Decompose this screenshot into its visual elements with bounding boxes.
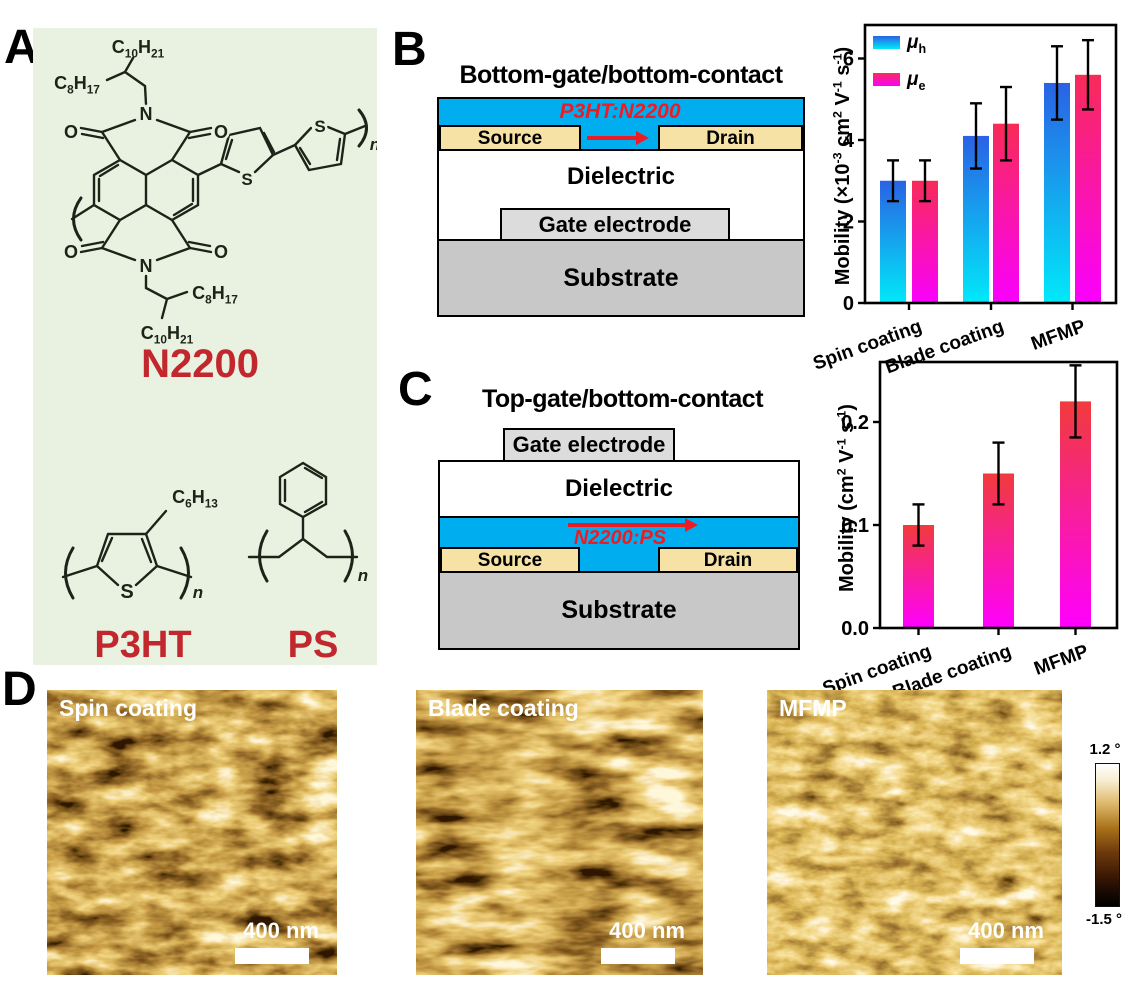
panel-c-title: Top-gate/bottom-contact	[481, 385, 764, 413]
bar	[1075, 74, 1101, 303]
category-label: MFMP	[1028, 316, 1088, 355]
chart-c-y-axis-label: Mobility (cm2 V-1 s-1)	[834, 404, 858, 592]
bgbc-device-schematic: Dielectric Gate electrode Substrate Sour…	[437, 97, 805, 317]
scale-bar-label: 400 nm	[609, 918, 685, 943]
scale-bar	[235, 948, 309, 964]
colorbar-min-label: -1.5 °	[1085, 911, 1122, 928]
drain-electrode: Drain	[658, 125, 803, 151]
oxygen-atom: O	[64, 122, 78, 142]
scale-bar-label: 400 nm	[968, 918, 1044, 943]
y-tick-label: 0.0	[841, 618, 869, 640]
plot-frame	[863, 23, 1118, 305]
afm-texture	[767, 690, 1062, 975]
colorbar-max-label: 1.2 °	[1089, 741, 1121, 758]
ps-structure	[247, 461, 359, 583]
side-chain-formula: C10H21	[140, 323, 194, 347]
y-tick-label: 0.2	[841, 412, 869, 434]
active-layer-label: N2200:PS	[573, 527, 667, 549]
nitrogen-atom: N	[140, 256, 153, 276]
molecule-structures-drawing: O O O O N N S S S n n n	[61, 56, 377, 606]
panel-d-label: D	[2, 663, 37, 716]
legend-swatch-mu-e	[873, 73, 900, 86]
panel-a-label: A	[4, 21, 39, 74]
afm-image-blade-coating: Blade coating 400 nm	[416, 690, 703, 975]
gate-electrode-layer: Gate electrode	[500, 208, 730, 241]
side-chain-formula: C10H21	[111, 37, 165, 61]
legend-label-mu-h: μh	[907, 32, 927, 56]
repeat-n: n	[193, 583, 203, 602]
legend-label-mu-e: μe	[907, 69, 926, 93]
side-chain-formula: C8H17	[192, 283, 238, 307]
side-chain-formula: C8H17	[54, 73, 100, 97]
legend-item-mu-h: μh	[873, 32, 927, 56]
bar	[1060, 401, 1091, 628]
arrow-shaft	[587, 136, 636, 140]
afm-texture	[416, 690, 703, 975]
channel-arrow	[587, 131, 649, 145]
mobility-chart-tgbc: Spin coating Blade coating MFMP 0.0 0.1 0.2	[820, 350, 1126, 703]
molecule-name-p3ht: P3HT	[94, 624, 192, 666]
repeat-unit-labels: n n n	[193, 135, 377, 602]
legend-item-mu-e: μe	[873, 69, 926, 93]
gate-electrode-layer: Gate electrode	[503, 428, 675, 462]
afm-label: Blade coating	[428, 695, 579, 721]
y-tick-label: 2	[843, 212, 854, 234]
afm-image-spin-coating: Spin coating 400 nm	[47, 690, 337, 975]
molecule-panel: O O O O N N S S S n n n C10H21 C8H17 C8H…	[33, 28, 377, 665]
panel-b-title: Bottom-gate/bottom-contact	[459, 61, 783, 89]
molecule-name-n2200: N2200	[141, 342, 259, 386]
source-electrode: Source	[439, 125, 581, 151]
molecule-name-ps: PS	[287, 624, 339, 666]
afm-image-mfmp: MFMP 400 nm	[767, 690, 1062, 975]
y-tick-label: 0	[843, 293, 854, 315]
p3ht-structure	[61, 509, 193, 600]
afm-texture	[47, 690, 337, 975]
repeat-n: n	[370, 135, 377, 154]
substrate-layer: Substrate	[437, 239, 805, 317]
active-layer-label: P3HT:N2200	[559, 100, 681, 123]
arrow-head-icon	[636, 131, 649, 145]
substrate-layer: Substrate	[438, 571, 800, 650]
drain-electrode: Drain	[658, 547, 798, 573]
oxygen-atom: O	[214, 122, 228, 142]
nitrogen-atom: N	[140, 104, 153, 124]
oxygen-atom: O	[214, 242, 228, 262]
scale-bar-label: 400 nm	[243, 918, 319, 943]
scale-bar	[960, 948, 1034, 964]
atom-labels: O O O O N N S S S	[61, 102, 328, 606]
repeat-n: n	[358, 566, 368, 585]
dielectric-layer: Dielectric	[438, 460, 800, 518]
sulfur-atom: S	[241, 170, 252, 189]
tgbc-device-schematic: Gate electrode Dielectric Source Drain S…	[438, 428, 800, 650]
y-tick-label: 4	[843, 130, 855, 152]
panel-c-label: C	[398, 363, 433, 416]
channel-arrow	[568, 518, 698, 532]
sulfur-atom: S	[120, 581, 133, 603]
legend-swatch-mu-h	[873, 36, 900, 49]
mobility-chart-bgbc: Spin coating Blade coating MFMP 0 2 4 6 μh μe	[810, 0, 1126, 378]
afm-label: Spin coating	[59, 695, 197, 721]
phase-colorbar	[1095, 763, 1120, 907]
chart-b-y-axis-label: Mobility (×10-3 cm2 V-1 s-1)	[830, 46, 854, 286]
y-tick-label: 6	[843, 49, 854, 71]
scale-bar	[601, 948, 675, 964]
side-chain-formula: C6H13	[172, 487, 218, 511]
arrow-shaft	[568, 523, 685, 527]
category-label: MFMP	[1031, 641, 1091, 680]
sulfur-atom: S	[314, 117, 325, 136]
y-tick-label: 0.1	[841, 515, 869, 537]
panel-b-label: B	[392, 23, 427, 76]
n2200-structure	[70, 56, 368, 320]
source-electrode: Source	[440, 547, 580, 573]
plot-frame	[878, 360, 1119, 630]
arrow-head-icon	[685, 518, 698, 532]
afm-label: MFMP	[779, 695, 847, 721]
oxygen-atom: O	[64, 242, 78, 262]
